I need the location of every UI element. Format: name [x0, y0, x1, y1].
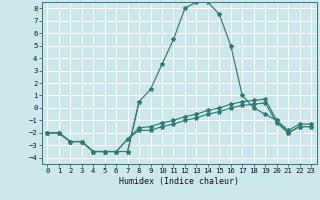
X-axis label: Humidex (Indice chaleur): Humidex (Indice chaleur) [119, 177, 239, 186]
